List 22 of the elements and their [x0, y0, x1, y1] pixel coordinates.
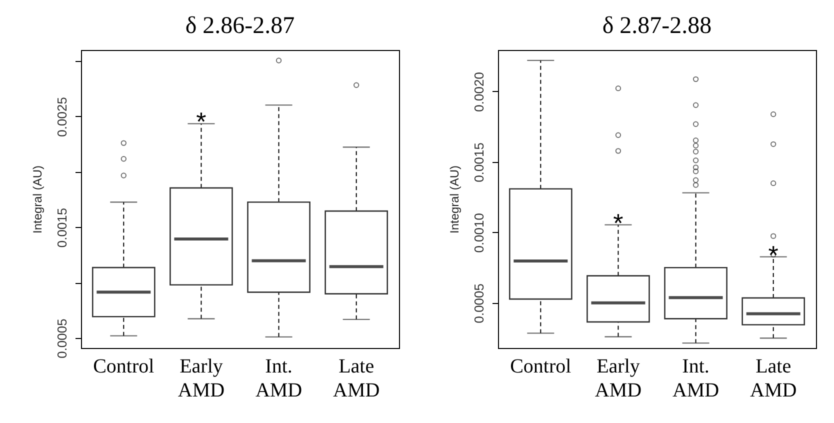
y-tick-label: 0.0015 [54, 208, 70, 248]
x-tick-label: Int. AMD [255, 356, 302, 402]
chart-title: δ 2.87-2.88 [602, 13, 712, 39]
x-tick-label: Late AMD [333, 356, 380, 402]
x-tick-label: Control [93, 356, 155, 378]
x-tick-label: Late AMD [750, 356, 797, 402]
annotation: * [196, 106, 206, 137]
chart-title: δ 2.86-2.87 [185, 13, 295, 39]
y-tick-label: 0.0025 [54, 97, 70, 137]
x-tick-label: Early AMD [178, 356, 225, 402]
x-tick-label: Early AMD [594, 356, 642, 402]
y-axis-title: Integral (AU) [448, 165, 462, 234]
annotation: * [768, 240, 778, 270]
y-tick-label: 0.0005 [472, 284, 486, 324]
annotation: * [613, 208, 624, 238]
y-tick-label: 0.0005 [54, 318, 70, 358]
y-axis-title: Integral (AU) [30, 165, 44, 234]
y-tick-label: 0.0010 [472, 213, 486, 253]
y-tick-label: 0.0020 [472, 72, 486, 112]
y-tick-label: 0.0015 [472, 142, 486, 182]
x-tick-label: Int. AMD [672, 356, 720, 402]
x-tick-label: Control [510, 356, 572, 378]
